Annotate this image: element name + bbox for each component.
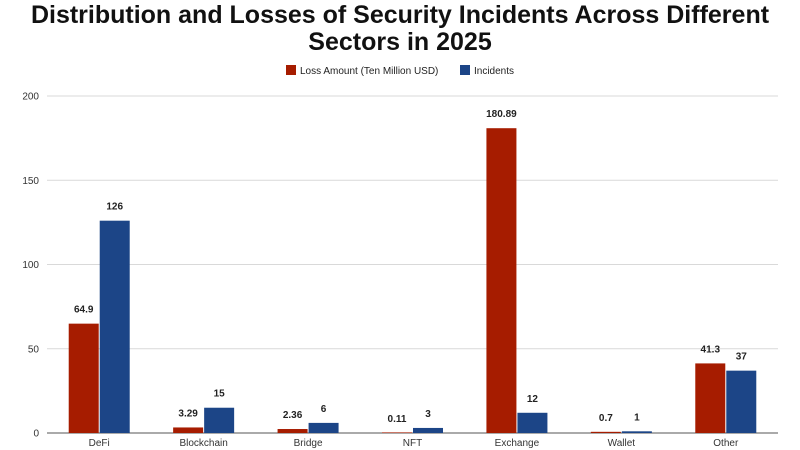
legend-swatch xyxy=(460,65,470,75)
data-label: 0.7 xyxy=(599,413,613,424)
x-tick-label: Other xyxy=(713,438,739,449)
x-tick-label: Exchange xyxy=(495,438,540,449)
bar xyxy=(308,422,339,433)
bar xyxy=(517,412,548,433)
data-label: 126 xyxy=(106,202,123,213)
bars: 64.9 126 3.29 15 2.36 6 0.11 3 180.89 12 0.7 1 41.3 3… xyxy=(68,109,757,433)
legend: Loss Amount (Ten Million USD) Incidents xyxy=(286,65,514,77)
data-label: 37 xyxy=(736,352,748,363)
bar xyxy=(68,323,99,433)
x-tick-label: NFT xyxy=(403,438,422,449)
bar xyxy=(382,432,412,433)
y-tick-label: 200 xyxy=(22,92,39,103)
data-label: 64.9 xyxy=(74,305,94,316)
data-label: 12 xyxy=(527,394,539,405)
data-label: 180.89 xyxy=(486,109,517,120)
gridlines xyxy=(47,95,778,434)
bar xyxy=(173,427,204,433)
chart-title-line-2: Sectors in 2025 xyxy=(308,28,492,56)
bar xyxy=(486,128,517,433)
bar xyxy=(277,429,308,433)
bar xyxy=(621,431,652,433)
x-tick-label: Bridge xyxy=(294,438,323,449)
data-label: 15 xyxy=(214,389,226,400)
data-label: 2.36 xyxy=(283,410,303,421)
bar xyxy=(726,370,757,433)
y-tick-label: 0 xyxy=(33,429,39,440)
legend-label: Loss Amount (Ten Million USD) xyxy=(300,66,438,77)
data-label: 3.29 xyxy=(178,408,198,419)
bar xyxy=(590,431,621,433)
bar xyxy=(204,407,235,433)
y-tick-label: 50 xyxy=(28,344,40,355)
x-tick-label: Wallet xyxy=(608,438,636,449)
data-label: 6 xyxy=(321,404,327,415)
y-tick-label: 100 xyxy=(22,260,39,271)
data-label: 3 xyxy=(425,409,431,420)
data-label: 0.11 xyxy=(388,414,407,425)
bar xyxy=(99,220,130,433)
bar xyxy=(695,363,726,433)
legend-label: Incidents xyxy=(474,66,514,77)
y-tick-label: 150 xyxy=(22,176,39,187)
data-label: 1 xyxy=(634,412,640,423)
chart-title: Distribution and Losses of Security Inci… xyxy=(0,2,800,56)
data-label: 41.3 xyxy=(701,344,721,355)
bar xyxy=(413,427,443,433)
legend-swatch xyxy=(286,65,296,75)
x-tick-label: DeFi xyxy=(89,438,110,449)
x-tick-label: Blockchain xyxy=(179,438,227,449)
x-axis: DeFi Blockchain Bridge NFT Exchange Wallet Oth… xyxy=(89,438,739,449)
y-axis: 0 50 100 150 200 xyxy=(22,92,39,440)
chart-title-line-1: Distribution and Losses of Security Inci… xyxy=(30,1,770,29)
